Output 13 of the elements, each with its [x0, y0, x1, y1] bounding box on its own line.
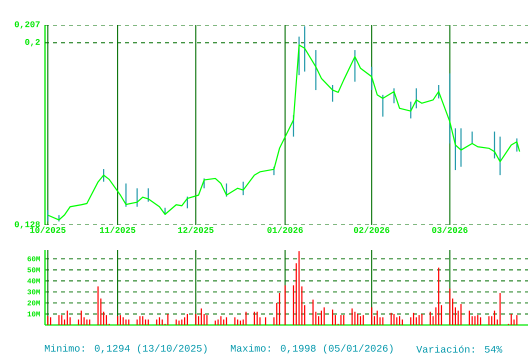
- y-tick-label: 0,207: [14, 21, 40, 29]
- y-tick-label: 0,2: [25, 39, 40, 46]
- x-tick-label: 10/2025: [30, 226, 66, 233]
- x-tick-label: 11/2025: [100, 226, 136, 233]
- x-tick-label: 12/2025: [178, 226, 214, 233]
- x-tick-label: 02/2026: [354, 226, 390, 233]
- text: Minimo: 0,1294 (13/10/2025): [44, 344, 207, 354]
- text: Maximo: 0,1998 (05/01/2026): [230, 344, 393, 354]
- x-tick-label: 03/2026: [432, 226, 468, 233]
- y-tick-label: 0,128: [14, 221, 40, 229]
- x-tick-label: 01/2026: [267, 226, 303, 233]
- text: Variación: 54%: [416, 345, 502, 353]
- line-series: [47, 44, 520, 221]
